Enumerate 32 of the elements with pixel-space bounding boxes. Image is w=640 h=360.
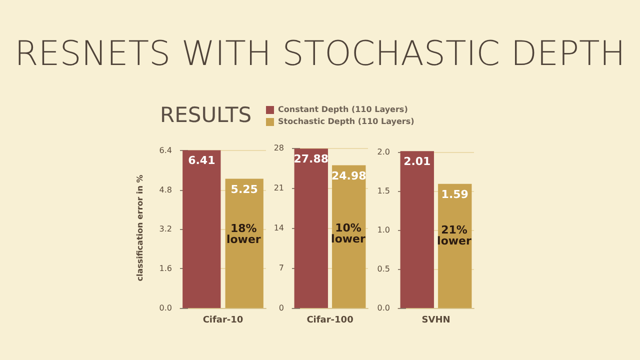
y-tick-label: 4.8 [159, 185, 172, 194]
y-tick-label: 0 [278, 304, 284, 312]
y-axis-title: classification error in % [136, 174, 144, 282]
y-tick-label: 2.0 [377, 147, 390, 156]
x-tick-label: Cifar-100 [306, 316, 354, 326]
annotation: 10% lower [331, 222, 366, 246]
y-tick-label: 6.4 [159, 146, 172, 155]
y-tick-label: 1.6 [159, 264, 172, 274]
x-tick-label: Cifar-10 [202, 316, 244, 326]
y-tick-label: 1.0 [377, 225, 390, 234]
data-label: 1.59 [441, 188, 468, 201]
y-tick-label: 0.5 [377, 264, 390, 274]
chart-subtitle: RESULTS [160, 103, 252, 127]
annotation: 18% lower [226, 222, 262, 246]
y-tick-label: 0.0 [159, 304, 172, 312]
y-tick-label: 3.2 [159, 224, 172, 234]
y-tick-label: 21 [274, 184, 284, 192]
y-tick-label: 14 [274, 224, 284, 232]
data-label: 5.25 [230, 182, 258, 196]
legend-label: Constant Depth (110 Layers) [278, 104, 408, 116]
chart-title: RESNETS WITH STOCHASTIC DEPTH [14, 34, 626, 74]
y-tick-label: 28 [274, 144, 284, 152]
y-tick-label: 7 [278, 264, 284, 272]
legend-label: Stochastic Depth (110 Layers) [278, 116, 414, 128]
data-label: 27.88 [294, 152, 329, 166]
x-tick-label: SVHN [422, 316, 450, 326]
y-tick-label: 0.0 [377, 304, 390, 312]
data-label: 6.41 [188, 154, 216, 168]
data-label: 24.98 [331, 169, 366, 182]
y-tick-label: 1.5 [377, 186, 390, 196]
data-label: 2.01 [404, 155, 431, 168]
annotation: 21% lower [437, 223, 472, 248]
